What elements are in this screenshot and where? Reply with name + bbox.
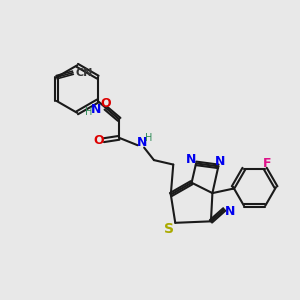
Text: H: H	[85, 107, 92, 117]
Text: CN: CN	[75, 68, 92, 78]
Text: O: O	[100, 97, 110, 110]
Text: N: N	[224, 205, 235, 218]
Text: S: S	[164, 222, 174, 236]
Text: N: N	[215, 155, 225, 168]
Text: F: F	[262, 158, 271, 170]
Text: N: N	[137, 136, 148, 149]
Text: O: O	[94, 134, 104, 147]
Text: N: N	[185, 153, 196, 166]
Text: H: H	[145, 133, 153, 142]
Text: N: N	[91, 103, 101, 116]
